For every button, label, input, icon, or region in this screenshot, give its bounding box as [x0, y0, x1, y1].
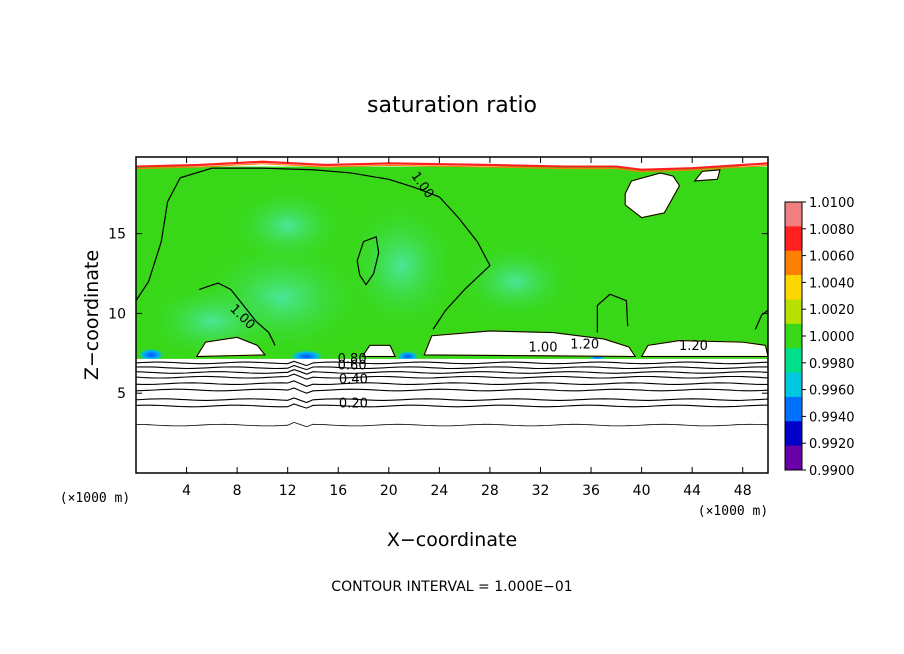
colorbar-swatch: [785, 202, 802, 227]
colorbar-swatch: [785, 421, 802, 447]
x-tick-label: 16: [329, 483, 347, 499]
x-unit-left: (×1000 m): [60, 491, 130, 506]
x-tick-label: 40: [633, 483, 651, 499]
colorbar-swatch: [785, 323, 802, 349]
contour-label: 1.20: [570, 338, 599, 353]
contour-line: [596, 293, 629, 333]
x-tick-label: 20: [380, 483, 398, 499]
colorbar-swatch: [785, 348, 802, 374]
x-unit-right: (×1000 m): [698, 504, 768, 519]
x-axis-label: X−coordinate: [387, 529, 517, 551]
plot-frame: [135, 156, 769, 474]
x-tick-label: 44: [683, 483, 701, 499]
field-patch: [341, 195, 462, 336]
contour-label: 0.60: [338, 358, 367, 373]
contour-line: [136, 421, 768, 428]
y-axis-label: Z−coordinate: [81, 250, 103, 380]
colorbar-label: 0.9920: [809, 437, 855, 452]
colorbar-label: 1.0080: [809, 223, 855, 238]
contour-label: 0.40: [339, 373, 368, 388]
colorbar-swatch: [785, 275, 802, 300]
contour-line: [136, 360, 768, 367]
x-tick-label: 32: [532, 483, 550, 499]
contour-line: [136, 167, 491, 330]
contour-line: [136, 369, 768, 375]
y-tick-label: 5: [117, 386, 126, 402]
x-tick-label: 24: [430, 483, 448, 499]
contour-line: [136, 403, 768, 409]
y-tick-label: 15: [108, 227, 126, 243]
supersaturation-edge: [136, 160, 768, 171]
x-axis: 4 8 12 16 20 24 28 32 36 40 44 48: [182, 157, 752, 499]
x-tick-label: 12: [279, 483, 297, 499]
colorbar-label: 0.9940: [809, 410, 855, 425]
contour-line: [754, 309, 768, 330]
x-tick-label: 4: [182, 483, 191, 499]
contour-line: [624, 172, 681, 219]
x-tick-label: 36: [582, 483, 600, 499]
field-patch: [227, 185, 348, 266]
colorbar-label: 1.0000: [809, 330, 855, 345]
colorbar-label: 0.9900: [809, 464, 855, 479]
x-tick-label: 28: [481, 483, 499, 499]
x-tick-label: 48: [734, 483, 752, 499]
contour-line: [136, 364, 768, 371]
subsaturated-layer: [136, 358, 768, 473]
field-patch: [455, 241, 576, 322]
colorbar-swatch: [785, 396, 802, 422]
low-saturation-spot: [137, 347, 166, 362]
colorbar-label: 1.0020: [809, 303, 855, 318]
contour-label: 0.80: [338, 352, 367, 367]
contour-label: 1.00: [529, 341, 558, 356]
x-tick-label: 8: [233, 483, 242, 499]
contour-line: [693, 169, 721, 182]
y-tick-label: 10: [108, 306, 126, 322]
y-axis: 5 10 15: [108, 227, 768, 402]
colorbar-label: 0.9960: [809, 384, 855, 399]
colorbar-swatch: [785, 226, 802, 252]
colorbar-label: 1.0060: [809, 250, 855, 265]
colorbar-label: 1.0040: [809, 276, 855, 291]
supersaturation-edge: [136, 163, 768, 173]
contour-line: [199, 282, 276, 346]
contour-line: [423, 330, 637, 358]
contour-line: [361, 344, 396, 358]
colorbar-swatch: [785, 299, 802, 325]
contour-line: [136, 373, 768, 380]
contour-line: [640, 339, 768, 358]
contour-line: [356, 235, 380, 286]
plot-field: 1.001.000.800.600.400.201.00 1.20 1.20: [136, 157, 768, 473]
colorbar: 1.0100 1.0080 1.0060 1.0040 1.0020 1.0000 0.99…: [784, 196, 855, 479]
colorbar-label: 1.0100: [809, 196, 855, 211]
colorbar-swatch: [785, 250, 802, 276]
contour-label: 1.20: [679, 339, 708, 354]
contour-line: [136, 397, 768, 404]
contour-interval: CONTOUR INTERVAL = 1.000E−01: [331, 579, 572, 595]
colorbar-label: 0.9980: [809, 357, 855, 372]
contour-line: [136, 380, 768, 387]
colorbar-swatch: [785, 372, 802, 398]
colorbar-swatch: [785, 445, 802, 471]
chart-title: saturation ratio: [367, 93, 537, 118]
contour-label: 0.20: [339, 397, 368, 412]
contour-line: [136, 387, 768, 394]
contour-line: [195, 336, 267, 358]
